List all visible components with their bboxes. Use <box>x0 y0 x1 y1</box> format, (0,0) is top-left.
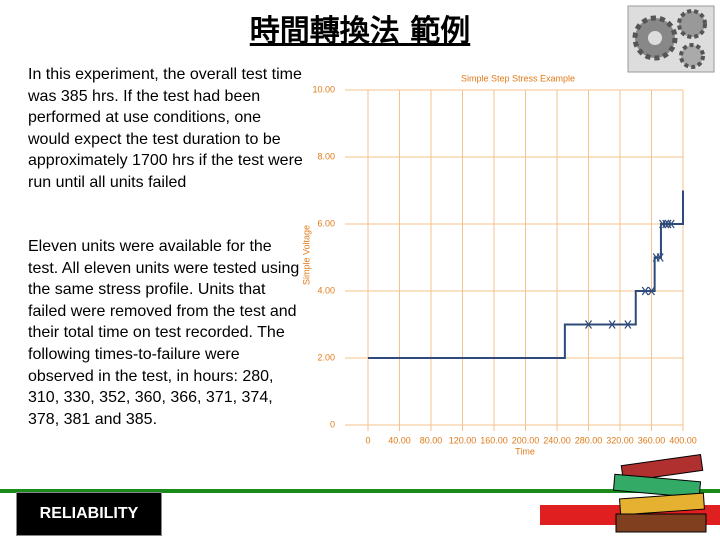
x-axis-label: Time <box>515 446 535 456</box>
x-tick-label: 200.00 <box>512 435 540 445</box>
x-tick-label: 160.00 <box>480 435 508 445</box>
x-tick-label: 280.00 <box>575 435 603 445</box>
failure-marker <box>641 286 649 296</box>
gears-icon <box>627 5 715 73</box>
x-tick-label: 80.00 <box>420 435 443 445</box>
failure-marker <box>667 219 675 229</box>
chart-title: Simple Step Stress Example <box>461 73 575 83</box>
y-tick-label: 2.00 <box>317 352 335 362</box>
y-tick-label: 0 <box>330 419 335 429</box>
footer-bar <box>0 489 720 493</box>
paragraph: Eleven units were available for the test… <box>28 238 300 428</box>
x-tick-label: 360.00 <box>638 435 666 445</box>
y-tick-label: 8.00 <box>317 151 335 161</box>
slide-title: 時間轉換法 範例 <box>249 14 471 49</box>
x-tick-label: 0 <box>365 435 370 445</box>
x-tick-label: 40.00 <box>388 435 411 445</box>
failure-marker <box>664 219 672 229</box>
x-tick-label: 240.00 <box>543 435 571 445</box>
failure-marker <box>585 320 592 329</box>
failure-marker <box>608 320 616 329</box>
failure-marker <box>659 219 667 229</box>
failure-marker <box>648 286 655 296</box>
x-tick-label: 120.00 <box>449 435 477 445</box>
failure-marker <box>656 253 664 262</box>
footer-label: RELIABILITY <box>16 492 162 536</box>
y-tick-label: 6.00 <box>317 218 335 228</box>
books-icon <box>612 453 707 533</box>
y-axis-label: Simple Voltage <box>301 225 311 285</box>
failure-marker <box>662 219 670 229</box>
x-tick-label: 320.00 <box>606 435 634 445</box>
failure-marker <box>624 320 632 329</box>
y-tick-label: 10.00 <box>312 84 335 94</box>
paragraph: In this experiment, the overall test tim… <box>28 66 303 191</box>
y-tick-label: 4.00 <box>317 285 335 295</box>
x-tick-label: 400.00 <box>669 435 697 445</box>
